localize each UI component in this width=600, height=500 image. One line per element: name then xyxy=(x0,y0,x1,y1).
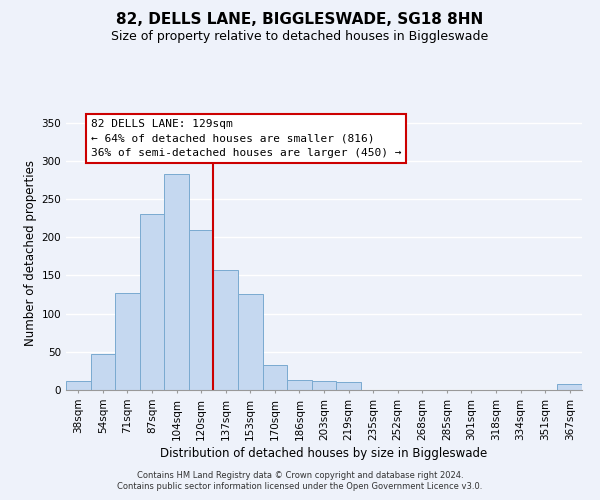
Text: 82 DELLS LANE: 129sqm
← 64% of detached houses are smaller (816)
36% of semi-det: 82 DELLS LANE: 129sqm ← 64% of detached … xyxy=(91,119,401,158)
Bar xyxy=(91,354,115,390)
Bar xyxy=(115,293,140,390)
Y-axis label: Number of detached properties: Number of detached properties xyxy=(24,160,37,346)
Bar xyxy=(263,365,287,390)
Bar xyxy=(66,381,91,390)
Bar xyxy=(238,294,263,390)
Bar xyxy=(557,384,582,390)
Bar xyxy=(164,174,189,390)
Bar xyxy=(140,214,164,390)
Text: 82, DELLS LANE, BIGGLESWADE, SG18 8HN: 82, DELLS LANE, BIGGLESWADE, SG18 8HN xyxy=(116,12,484,28)
Text: Contains HM Land Registry data © Crown copyright and database right 2024.: Contains HM Land Registry data © Crown c… xyxy=(137,471,463,480)
Text: Contains public sector information licensed under the Open Government Licence v3: Contains public sector information licen… xyxy=(118,482,482,491)
Bar xyxy=(336,382,361,390)
Bar xyxy=(287,380,312,390)
Bar xyxy=(189,230,214,390)
Text: Size of property relative to detached houses in Biggleswade: Size of property relative to detached ho… xyxy=(112,30,488,43)
Bar xyxy=(214,270,238,390)
X-axis label: Distribution of detached houses by size in Biggleswade: Distribution of detached houses by size … xyxy=(160,446,488,460)
Bar xyxy=(312,381,336,390)
